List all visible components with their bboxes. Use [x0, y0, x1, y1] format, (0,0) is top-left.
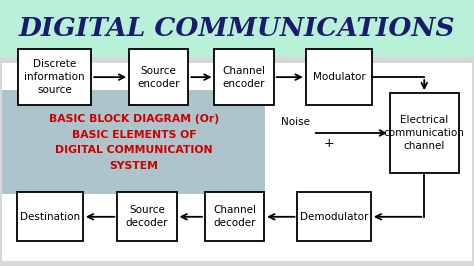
Bar — [0, 0, 474, 57]
Text: +: + — [324, 137, 335, 150]
Bar — [214, 49, 274, 105]
Text: Channel
encoder: Channel encoder — [223, 66, 265, 89]
Bar — [306, 49, 372, 105]
Bar — [18, 49, 91, 105]
Text: Noise: Noise — [282, 117, 310, 127]
Bar — [17, 192, 83, 242]
Text: Modulator: Modulator — [312, 72, 365, 82]
Text: Discrete
information
source: Discrete information source — [24, 59, 85, 95]
Bar — [129, 49, 189, 105]
Text: Electrical
communication
channel: Electrical communication channel — [384, 115, 465, 151]
Text: Source
decoder: Source decoder — [126, 205, 168, 228]
Text: DIGITAL COMMUNICATIONS: DIGITAL COMMUNICATIONS — [19, 16, 455, 41]
Bar — [2, 63, 472, 261]
Text: Source
encoder: Source encoder — [137, 66, 180, 89]
Text: BASIC BLOCK DIAGRAM (Or)
BASIC ELEMENTS OF
DIGITAL COMMUNICATION
SYSTEM: BASIC BLOCK DIAGRAM (Or) BASIC ELEMENTS … — [49, 114, 219, 171]
Bar — [117, 192, 176, 242]
Bar — [298, 192, 371, 242]
Text: Destination: Destination — [20, 212, 80, 222]
Text: Channel
decoder: Channel decoder — [213, 205, 256, 228]
Text: Demodulator: Demodulator — [300, 212, 368, 222]
Bar — [205, 192, 264, 242]
Bar — [390, 93, 459, 173]
Bar — [2, 90, 265, 194]
